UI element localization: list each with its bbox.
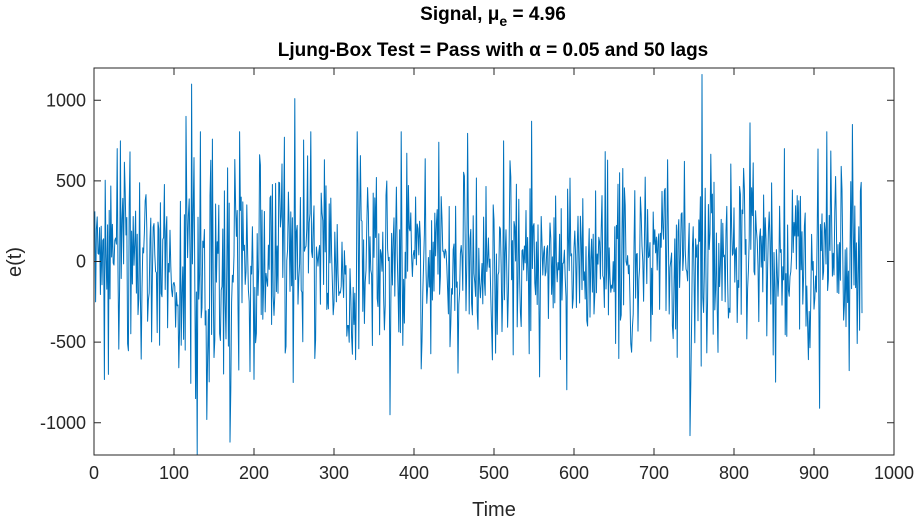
x-tick-label: 500 (479, 463, 509, 483)
series-layer (94, 73, 863, 456)
x-tick-label: 1000 (874, 463, 914, 483)
x-tick-label: 700 (639, 463, 669, 483)
y-tick-label: 500 (56, 171, 86, 191)
y-tick-label: 1000 (46, 90, 86, 110)
x-tick-label: 0 (89, 463, 99, 483)
y-tick-label: -1000 (40, 413, 86, 433)
axes-box (93, 67, 895, 456)
chart-title-prefix: Signal, μ (420, 4, 499, 25)
signal-series-line (94, 73, 863, 456)
chart-title-subscript: e (499, 13, 507, 29)
x-tick-label: 200 (239, 463, 269, 483)
x-tick-label: 300 (319, 463, 349, 483)
x-tick-label: 100 (159, 463, 189, 483)
x-tick-label: 600 (559, 463, 589, 483)
chart-title: Signal, μe = 4.96 (420, 4, 566, 29)
x-axis-label: Time (472, 499, 516, 520)
y-tick-label: 0 (76, 252, 86, 272)
chart-title-suffix: = 4.96 (507, 4, 566, 25)
x-tick-layer: 0 100 200 300 400 500 600 700 800 900 1000 (89, 68, 914, 483)
y-tick-layer: 1000 500 0 -500 -1000 (40, 90, 894, 433)
x-tick-label: 900 (799, 463, 829, 483)
y-tick-label: -500 (50, 332, 86, 352)
x-tick-label: 800 (719, 463, 749, 483)
chart-subtitle: Ljung-Box Test = Pass with α = 0.05 and … (278, 40, 709, 61)
x-tick-label: 400 (399, 463, 429, 483)
y-axis-label: e(t) (4, 247, 26, 277)
